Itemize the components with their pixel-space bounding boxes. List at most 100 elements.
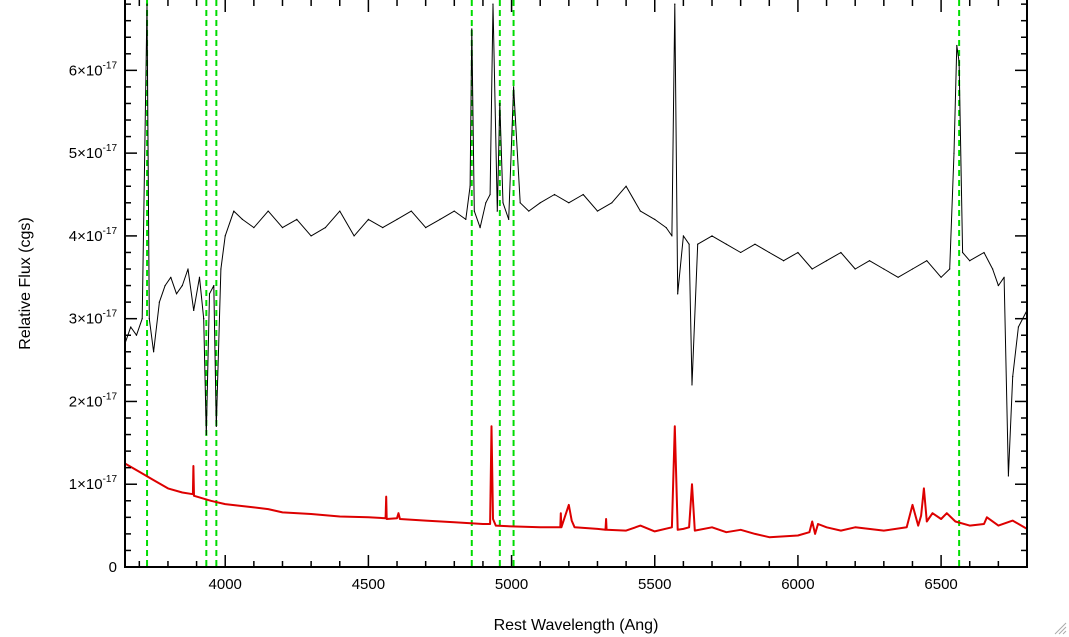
data-point-1-31 — [510, 525, 513, 528]
data-point-1-46 — [671, 526, 673, 528]
data-point-1-56 — [754, 533, 756, 535]
data-point-1-44 — [639, 525, 642, 527]
data-point-0-79 — [825, 260, 828, 262]
data-point-0-1 — [130, 326, 132, 328]
data-point-0-11 — [181, 284, 183, 287]
data-point-1-37 — [571, 520, 573, 522]
data-point-1-43 — [625, 529, 627, 532]
data-point-0-72 — [725, 243, 727, 245]
data-point-0-93 — [969, 260, 971, 262]
data-point-0-63 — [665, 227, 667, 229]
emission-line-markers — [146, 0, 961, 567]
data-point-0-33 — [382, 227, 384, 229]
data-point-0-25 — [267, 210, 269, 212]
data-point-0-88 — [949, 268, 951, 270]
data-point-0-41 — [471, 28, 473, 30]
plot-frame — [124, 0, 1028, 568]
data-point-0-20 — [220, 268, 222, 270]
data-point-1-78 — [983, 523, 985, 525]
data-point-0-17 — [208, 293, 211, 295]
data-point-0-91 — [958, 61, 960, 63]
data-point-1-25 — [453, 521, 455, 523]
data-point-1-14 — [281, 511, 284, 513]
series-1 — [124, 425, 1028, 539]
data-point-0-38 — [453, 210, 455, 212]
data-point-1-73 — [931, 512, 934, 514]
data-point-1-52 — [694, 529, 696, 532]
data-point-1-45 — [654, 530, 656, 533]
data-point-0-87 — [940, 276, 942, 278]
data-point-1-40 — [604, 529, 607, 531]
data-point-0-95 — [992, 268, 994, 270]
data-point-1-16 — [339, 515, 341, 518]
data-point-0-42 — [473, 210, 475, 212]
series-line-0 — [124, 3, 1028, 477]
data-point-0-80 — [840, 251, 842, 254]
data-point-1-4 — [181, 491, 183, 494]
data-point-0-97 — [1003, 276, 1005, 278]
data-point-0-82 — [868, 260, 871, 262]
data-point-1-39 — [596, 528, 599, 530]
data-point-1-42 — [606, 529, 608, 531]
data-point-0-21 — [224, 235, 226, 237]
data-point-0-5 — [148, 318, 150, 320]
data-point-1-7 — [193, 495, 195, 497]
data-point-1-53 — [711, 526, 713, 528]
data-point-0-55 — [553, 193, 556, 196]
data-point-0-74 — [754, 243, 756, 245]
x-tick-label: 5500 — [638, 576, 671, 593]
data-point-0-29 — [324, 227, 327, 229]
data-point-0-18 — [213, 284, 215, 287]
data-point-0-10 — [175, 293, 178, 295]
data-point-0-30 — [339, 210, 341, 212]
data-point-1-81 — [1012, 520, 1014, 522]
data-point-1-23 — [399, 518, 401, 520]
data-point-1-60 — [811, 520, 813, 523]
data-point-1-54 — [725, 531, 727, 533]
resize-grip-icon[interactable] — [1053, 621, 1067, 635]
data-point-0-73 — [740, 251, 742, 254]
data-point-0-57 — [582, 193, 584, 196]
data-point-1-35 — [560, 526, 562, 528]
data-point-0-45 — [489, 193, 491, 196]
data-point-1-29 — [492, 518, 494, 520]
data-point-0-8 — [164, 284, 166, 287]
data-point-0-35 — [410, 210, 412, 212]
data-point-1-33 — [559, 526, 561, 528]
data-point-0-27 — [296, 218, 298, 220]
data-point-1-58 — [797, 534, 799, 537]
y-tick-label: 1×10-17 — [69, 474, 118, 493]
data-point-0-83 — [883, 268, 885, 270]
data-point-0-19 — [215, 425, 217, 427]
data-point-1-48 — [677, 529, 679, 531]
data-point-0-75 — [768, 251, 770, 254]
data-point-0-94 — [983, 251, 985, 254]
data-point-0-64 — [671, 235, 673, 237]
data-point-1-21 — [396, 517, 398, 519]
data-point-0-24 — [253, 227, 255, 229]
data-point-1-2 — [153, 479, 155, 481]
data-point-1-8 — [195, 496, 198, 498]
data-point-1-49 — [682, 528, 684, 530]
data-point-1-27 — [489, 523, 491, 525]
data-point-1-66 — [883, 529, 885, 532]
x-tick-labels: 4000 4500 5000 5500 6000 6500 — [209, 576, 958, 593]
data-point-0-23 — [241, 218, 244, 220]
data-point-0-78 — [811, 268, 813, 270]
y-tick-label: 2×10-17 — [69, 391, 118, 410]
data-point-0-90 — [956, 44, 958, 47]
data-point-1-61 — [814, 533, 816, 535]
data-point-0-15 — [203, 318, 205, 320]
data-point-0-100 — [1017, 326, 1020, 328]
data-point-1-79 — [986, 516, 988, 518]
data-point-1-71 — [923, 487, 925, 489]
y-axis-title: Relative Flux (cgs) — [17, 217, 34, 349]
data-point-0-49 — [502, 202, 504, 204]
data-point-1-15 — [310, 513, 312, 515]
x-tick-label: 4000 — [209, 576, 242, 593]
data-point-0-36 — [425, 227, 427, 229]
data-point-0-28 — [310, 235, 312, 237]
data-point-1-41 — [605, 518, 607, 520]
data-point-0-40 — [469, 185, 471, 187]
